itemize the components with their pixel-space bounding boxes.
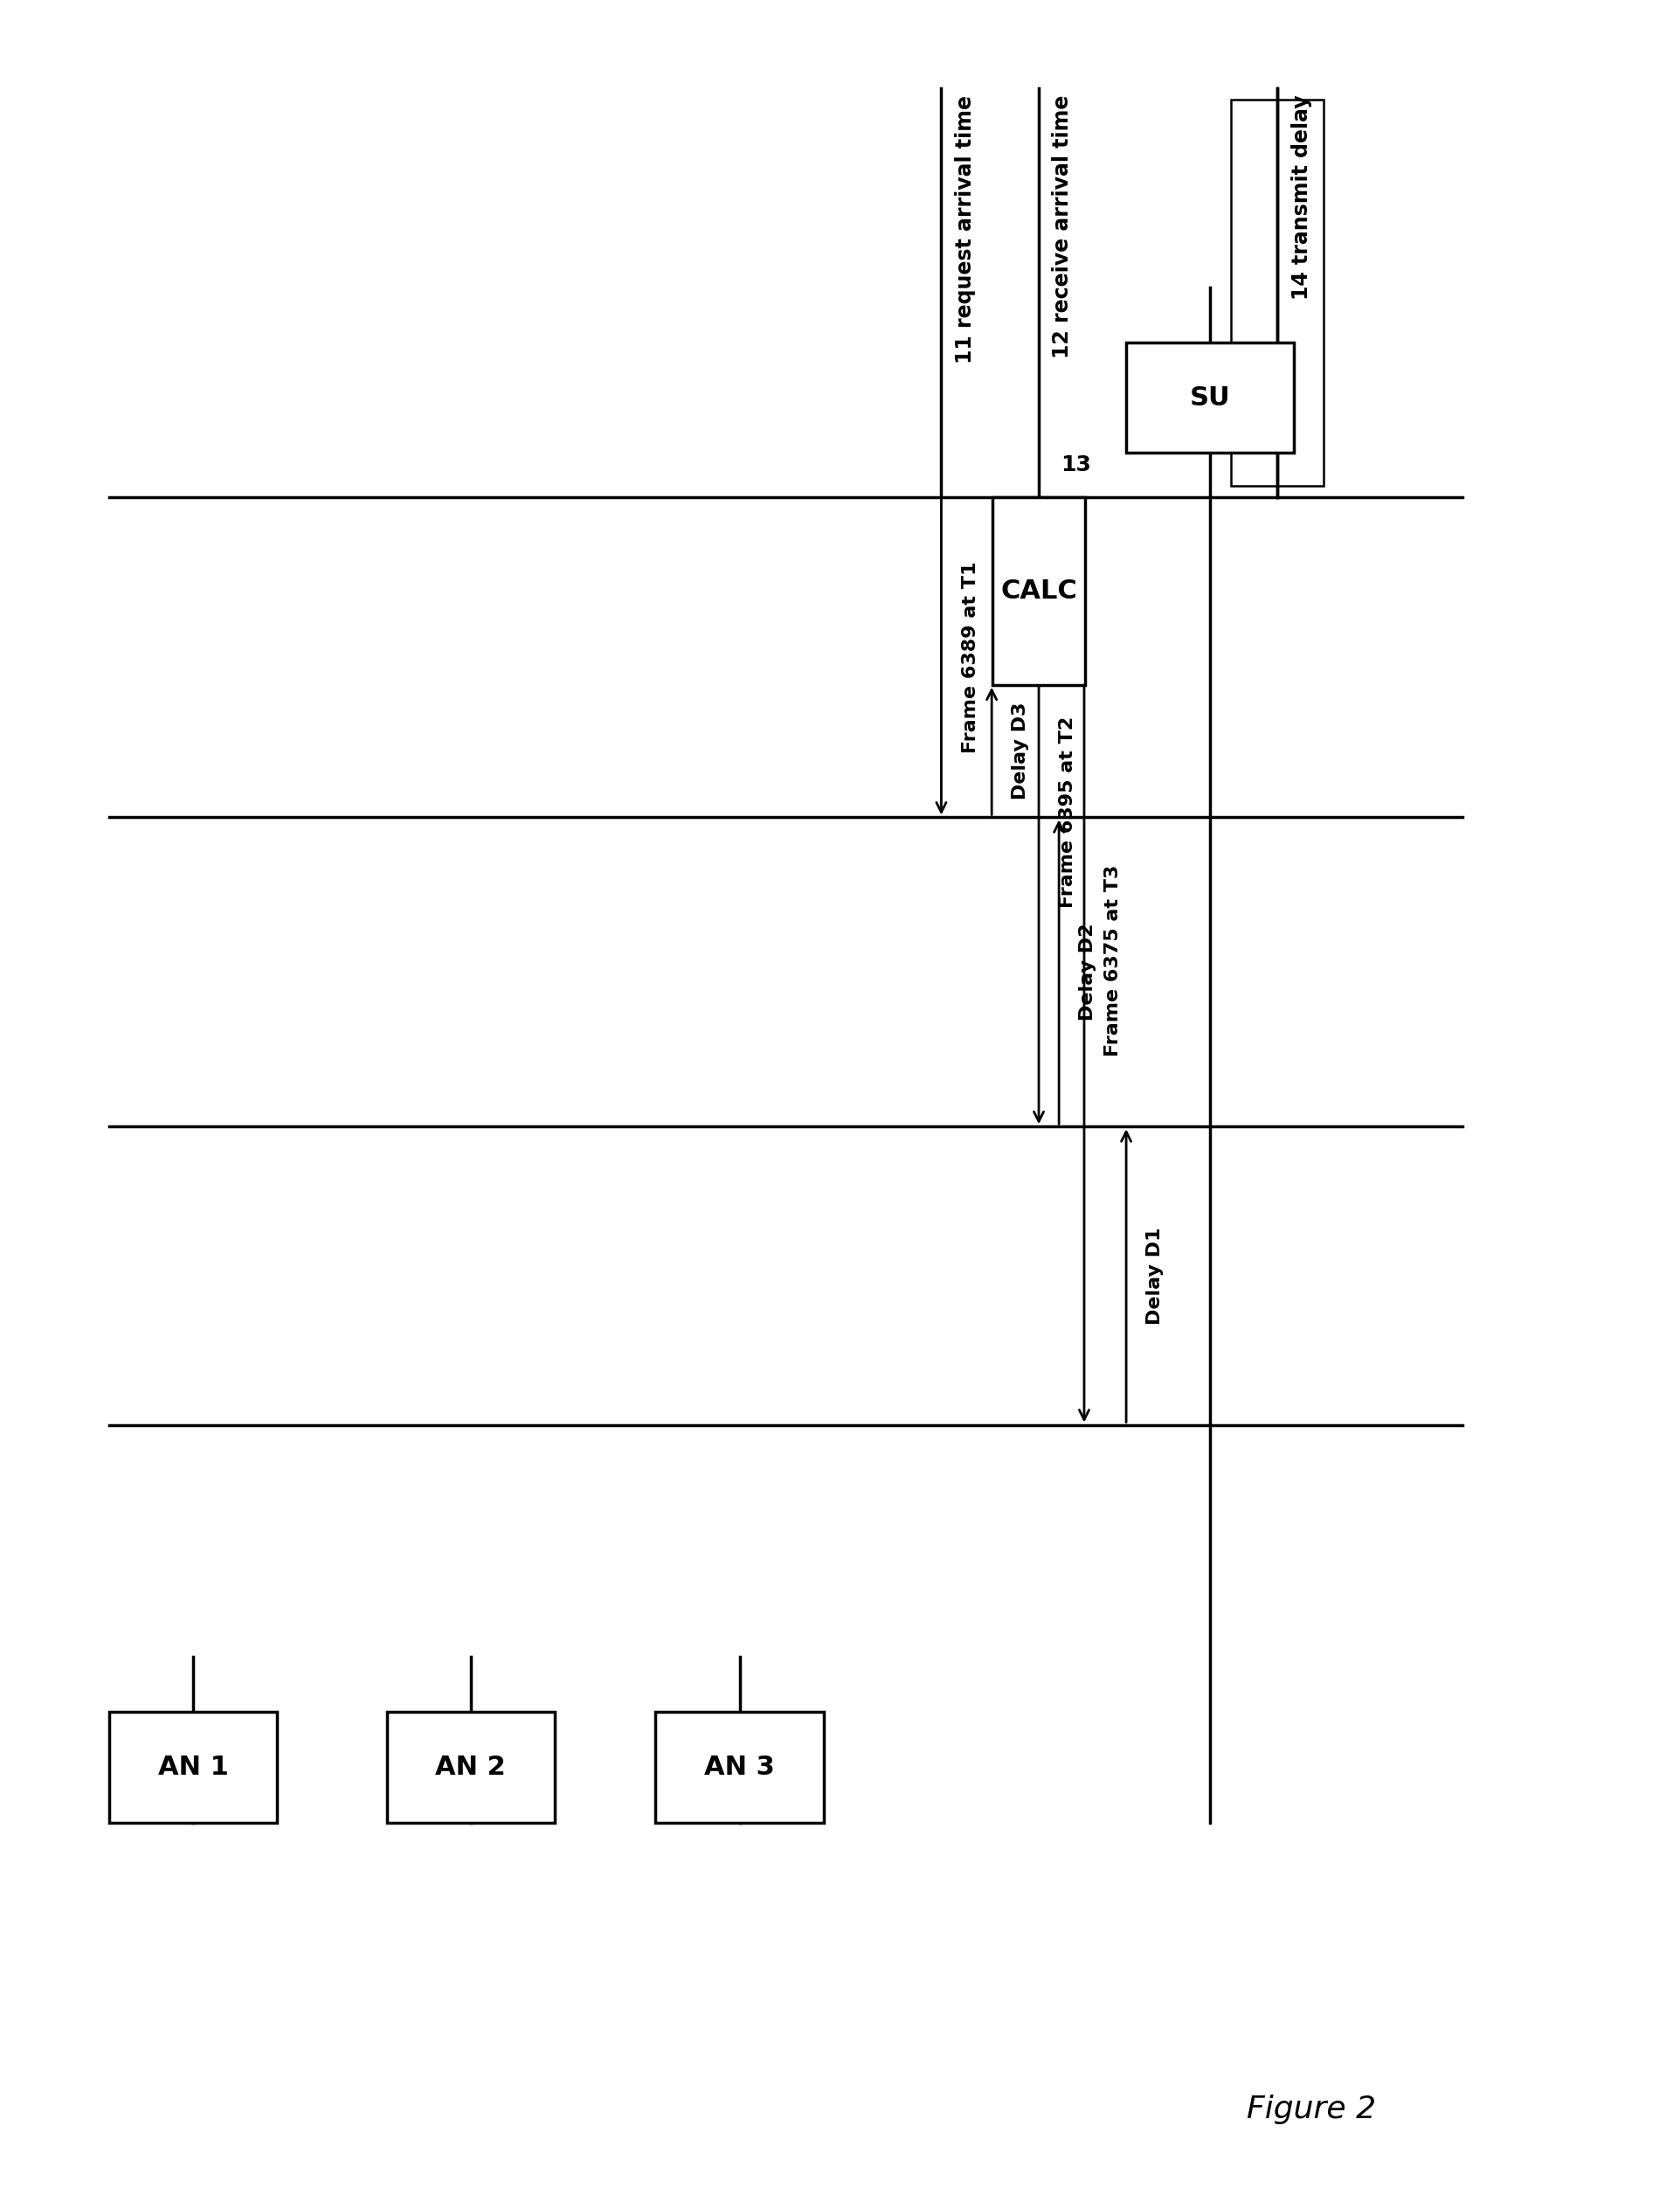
Text: 13: 13 — [1060, 455, 1090, 475]
Bar — [655, 1712, 823, 1822]
Text: 11 request arrival time: 11 request arrival time — [954, 95, 974, 362]
Text: 12 receive arrival time: 12 receive arrival time — [1052, 95, 1072, 358]
Text: Delay D1: Delay D1 — [1146, 1226, 1163, 1325]
Text: 14 transmit delay: 14 transmit delay — [1290, 95, 1310, 300]
Text: AN 3: AN 3 — [704, 1754, 774, 1780]
Bar — [991, 497, 1085, 685]
Text: Delay D3: Delay D3 — [1011, 702, 1028, 800]
Bar — [1230, 99, 1324, 486]
Text: CALC: CALC — [1000, 579, 1077, 603]
Text: Frame 6389 at T1: Frame 6389 at T1 — [961, 561, 978, 753]
Text: Frame 6375 at T3: Frame 6375 at T3 — [1104, 866, 1121, 1056]
Bar — [109, 1712, 277, 1822]
Text: AN 2: AN 2 — [435, 1754, 506, 1780]
Bar — [1126, 342, 1294, 453]
Text: Delay D2: Delay D2 — [1079, 923, 1095, 1021]
Text: Figure 2: Figure 2 — [1247, 2094, 1374, 2125]
Text: SU: SU — [1189, 384, 1230, 411]
Text: Frame 6395 at T2: Frame 6395 at T2 — [1058, 716, 1075, 908]
Text: AN 1: AN 1 — [158, 1754, 228, 1780]
Bar — [386, 1712, 554, 1822]
